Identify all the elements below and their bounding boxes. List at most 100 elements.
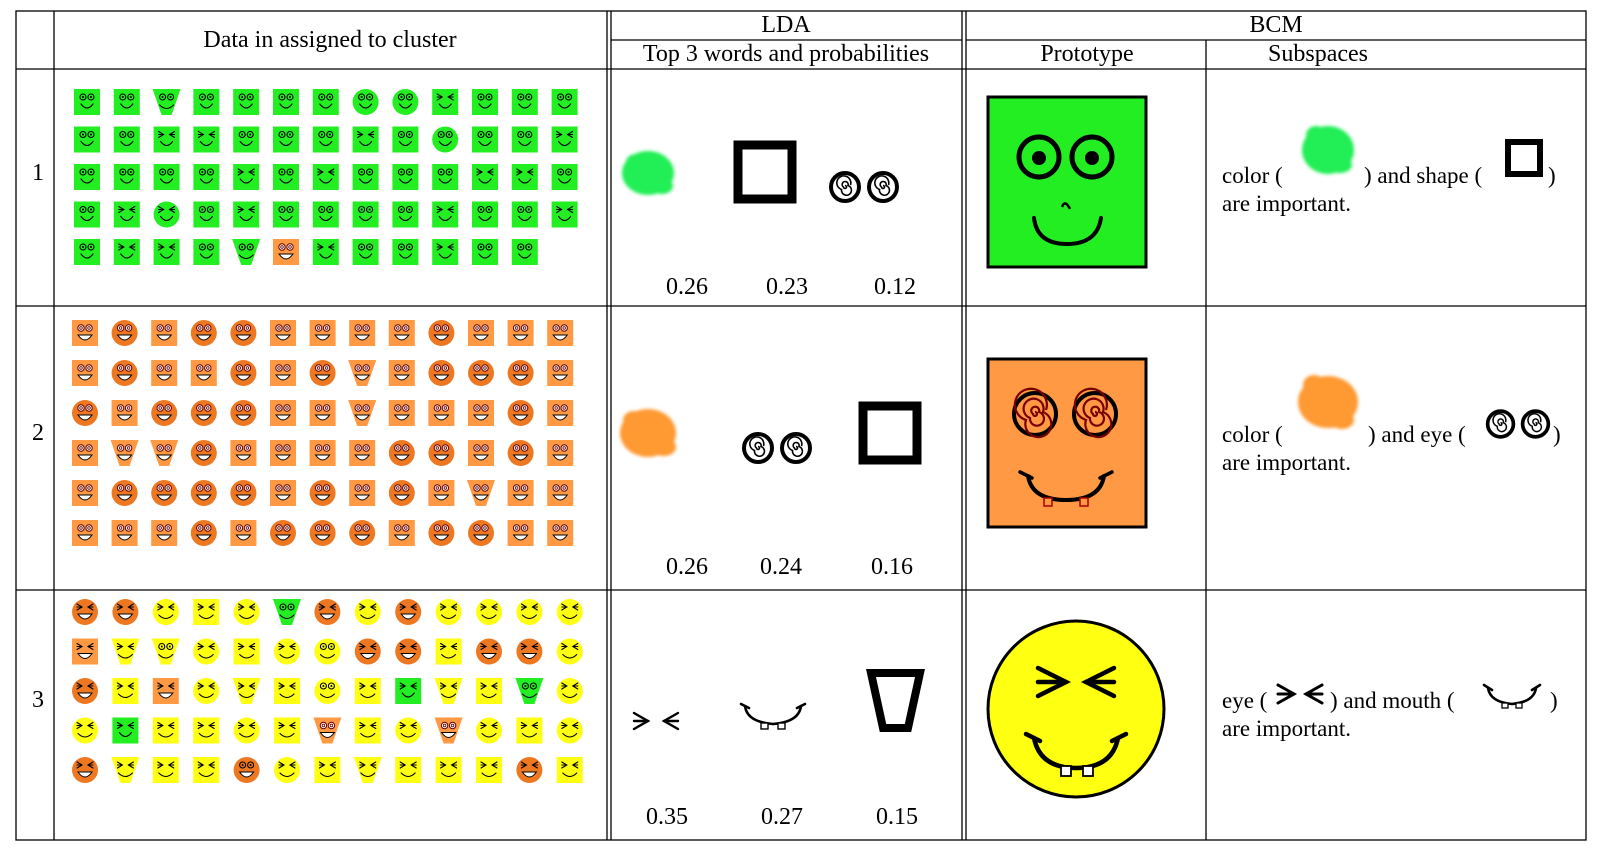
data-face-icon (468, 400, 494, 426)
data-face-icon (233, 757, 260, 783)
data-face-icon (74, 239, 100, 265)
data-face-icon (309, 400, 336, 426)
data-face-icon (274, 678, 300, 704)
data-face-icon (112, 678, 139, 704)
data-face-icon (312, 126, 339, 153)
prototype-green-square-face (986, 95, 1148, 269)
data-face-icon (111, 320, 138, 346)
data-face-icon (349, 440, 376, 466)
data-face-icon (314, 678, 341, 704)
data-face-icon (392, 89, 419, 115)
data-face-icon (312, 239, 339, 265)
cluster-data-grid (72, 599, 583, 783)
data-face-icon (551, 126, 578, 153)
subspace-text: ) (1548, 163, 1556, 188)
data-face-icon (472, 239, 498, 265)
data-face-icon (72, 599, 98, 625)
data-face-icon (312, 89, 339, 115)
data-face-icon (392, 239, 419, 265)
spiral-eyes-icon (742, 432, 812, 464)
data-face-icon (476, 757, 502, 783)
data-face-icon (551, 201, 578, 228)
square-shape-icon (1505, 139, 1543, 177)
data-face-icon (273, 89, 299, 115)
subspace-text: ) and eye ( (1368, 422, 1466, 447)
data-face-icon (435, 638, 462, 665)
data-face-icon (388, 360, 415, 386)
data-face-icon (111, 520, 138, 546)
data-face-icon (72, 400, 98, 426)
data-face-icon (392, 201, 419, 228)
data-face-icon (472, 89, 498, 115)
data-face-icon (352, 239, 379, 265)
data-face-icon (233, 717, 260, 744)
data-face-icon (193, 89, 220, 115)
data-face-icon (230, 360, 257, 386)
data-face-icon (150, 440, 179, 466)
data-face-icon (111, 638, 140, 665)
spiral-eyes-icon (1485, 409, 1551, 439)
subspace-text: ) (1553, 422, 1561, 447)
data-face-icon (348, 360, 377, 386)
green-color-blob-icon (622, 151, 674, 195)
data-face-icon (309, 480, 336, 506)
data-face-icon (233, 599, 260, 625)
data-face-icon (395, 638, 422, 665)
data-face-icon (476, 599, 502, 625)
prototype-orange-square-face (986, 357, 1148, 529)
data-face-icon (388, 440, 415, 466)
data-face-icon (309, 320, 336, 346)
data-face-icon (432, 126, 459, 153)
data-face-icon (467, 480, 495, 506)
trapezoid-shape-icon (866, 669, 925, 732)
data-face-icon (551, 89, 578, 115)
data-face-icon (233, 89, 260, 115)
data-face-icon (547, 360, 574, 386)
subspace-text: eye ( (1222, 688, 1267, 713)
subspace-text: color ( (1222, 422, 1283, 447)
data-face-icon (153, 201, 180, 228)
data-face-icon (74, 126, 100, 153)
data-face-icon (476, 717, 502, 744)
data-face-icon (153, 126, 180, 153)
probability: 0.26 (666, 274, 708, 300)
data-face-icon (428, 400, 455, 426)
data-face-icon (507, 520, 534, 546)
data-face-icon (468, 360, 494, 386)
data-face-icon (151, 638, 180, 665)
square-shape-icon (858, 401, 922, 465)
data-face-icon (190, 520, 217, 546)
data-face-icon (72, 440, 98, 466)
data-face-icon (352, 164, 379, 190)
data-face-icon (230, 320, 257, 346)
data-face-icon (507, 320, 534, 346)
data-face-icon (72, 678, 98, 704)
data-face-icon (507, 440, 534, 466)
data-face-icon (72, 638, 98, 665)
data-face-icon (432, 201, 459, 228)
header-lda-sub: Top 3 words and probabilities (643, 41, 929, 67)
data-face-icon (193, 164, 220, 190)
data-face-icon (113, 201, 140, 228)
probability: 0.16 (871, 554, 913, 580)
data-face-icon (388, 480, 415, 506)
data-face-icon (153, 239, 180, 265)
data-face-icon (312, 164, 339, 190)
data-face-icon (472, 164, 498, 190)
squint-eyes-icon (632, 711, 680, 731)
probability: 0.15 (876, 804, 918, 830)
toothy-mouth-icon (1482, 683, 1542, 709)
subspace-text: are important. (1222, 191, 1351, 216)
header-lda: LDA (761, 12, 811, 38)
data-face-icon (151, 320, 178, 346)
data-face-icon (314, 599, 341, 625)
header-prototype: Prototype (1040, 41, 1133, 67)
data-face-icon (270, 400, 296, 426)
data-face-icon (273, 599, 301, 625)
probability: 0.12 (874, 274, 916, 300)
data-face-icon (507, 400, 534, 426)
data-face-icon (432, 89, 459, 115)
data-face-icon (270, 360, 296, 386)
data-face-icon (511, 201, 538, 228)
